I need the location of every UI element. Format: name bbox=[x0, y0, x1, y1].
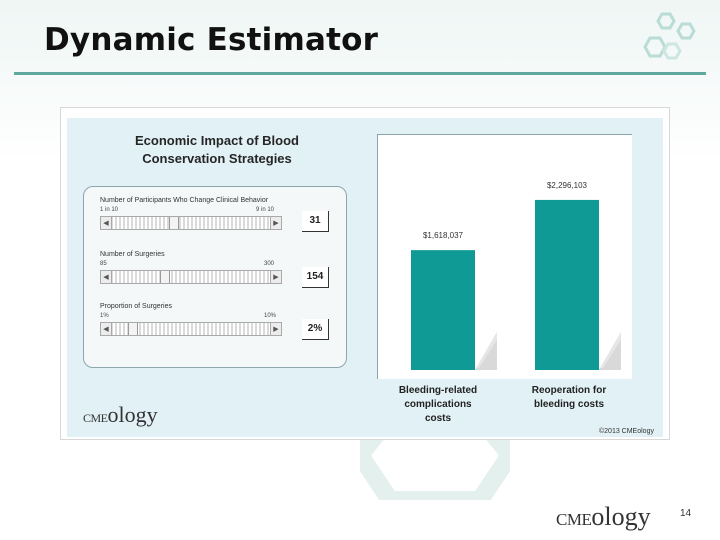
footer-logo-ology: ology bbox=[591, 502, 651, 531]
surgeries-label: Number of Surgeries bbox=[100, 251, 165, 258]
scroll-left-arrow-icon[interactable]: ◀ bbox=[101, 217, 112, 229]
page-number: 14 bbox=[680, 508, 692, 519]
category-label-line: complications bbox=[404, 399, 472, 410]
scroll-left-arrow-icon[interactable]: ◀ bbox=[101, 271, 112, 283]
scroll-right-arrow-icon[interactable]: ▶ bbox=[270, 271, 281, 283]
surgeries-slider-thumb[interactable] bbox=[159, 271, 170, 283]
bar-1 bbox=[535, 199, 599, 370]
cost-bar-chart: $1,618,037 $2,296,103 bbox=[411, 181, 621, 370]
participants-label: Number of Participants Who Change Clinic… bbox=[100, 197, 269, 204]
cmeology-logo-ology: ology bbox=[107, 402, 158, 427]
controls-panel: Number of Participants Who Change Clinic… bbox=[83, 186, 347, 368]
surgeries-value: 154 bbox=[302, 267, 329, 288]
category-label-reoperation: Reoperation for bleeding costs bbox=[509, 384, 629, 412]
bar-value-label: $1,618,037 bbox=[423, 231, 464, 240]
scroll-right-arrow-icon[interactable]: ▶ bbox=[270, 323, 281, 335]
copyright-text: ©2013 CMEology bbox=[599, 428, 654, 435]
slide-title: Dynamic Estimator bbox=[44, 22, 379, 58]
participants-min: 1 in 10 bbox=[100, 207, 119, 213]
title-underline bbox=[14, 72, 706, 75]
cmeology-logo: CMEology bbox=[83, 402, 158, 428]
proportion-slider[interactable]: ◀ ▶ bbox=[100, 322, 282, 336]
proportion-min: 1% bbox=[100, 313, 109, 319]
category-label-line: bleeding costs bbox=[533, 399, 604, 410]
category-label-line: costs bbox=[424, 413, 452, 424]
scroll-left-arrow-icon[interactable]: ◀ bbox=[101, 323, 112, 335]
surgeries-min: 85 bbox=[100, 261, 107, 267]
participants-max: 9 in 10 bbox=[256, 207, 275, 213]
participants-slider-thumb[interactable] bbox=[168, 217, 179, 229]
category-label-line: Bleeding-related bbox=[398, 385, 478, 396]
footer-logo-cme: CME bbox=[556, 510, 592, 529]
category-label-line: Reoperation for bbox=[531, 385, 607, 396]
app-title-line1: Economic Impact of Blood bbox=[135, 133, 299, 148]
participants-slider[interactable]: ◀ ▶ bbox=[100, 216, 282, 230]
proportion-max: 10% bbox=[264, 313, 277, 319]
app-title: Economic Impact of Blood Conservation St… bbox=[127, 132, 307, 168]
estimator-app-screenshot: Economic Impact of Blood Conservation St… bbox=[60, 107, 670, 440]
estimator-app-background: Economic Impact of Blood Conservation St… bbox=[67, 118, 663, 437]
bar-value-label: $2,296,103 bbox=[547, 181, 588, 190]
proportion-label: Proportion of Surgeries bbox=[100, 303, 172, 310]
proportion-slider-thumb[interactable] bbox=[127, 323, 138, 335]
hexagon-logo-icon bbox=[643, 12, 696, 60]
app-title-line2: Conservation Strategies bbox=[142, 151, 292, 166]
cmeology-logo-cme: CME bbox=[83, 411, 108, 425]
surgeries-slider[interactable]: ◀ ▶ bbox=[100, 270, 282, 284]
proportion-value: 2% bbox=[302, 319, 329, 340]
bar-0 bbox=[411, 250, 475, 370]
participants-value: 31 bbox=[302, 211, 329, 232]
category-label-bleeding: Bleeding-related complications costs bbox=[383, 384, 493, 426]
scroll-right-arrow-icon[interactable]: ▶ bbox=[270, 217, 281, 229]
footer-cmeology-logo: CMEology bbox=[556, 502, 651, 532]
surgeries-max: 300 bbox=[264, 261, 275, 267]
